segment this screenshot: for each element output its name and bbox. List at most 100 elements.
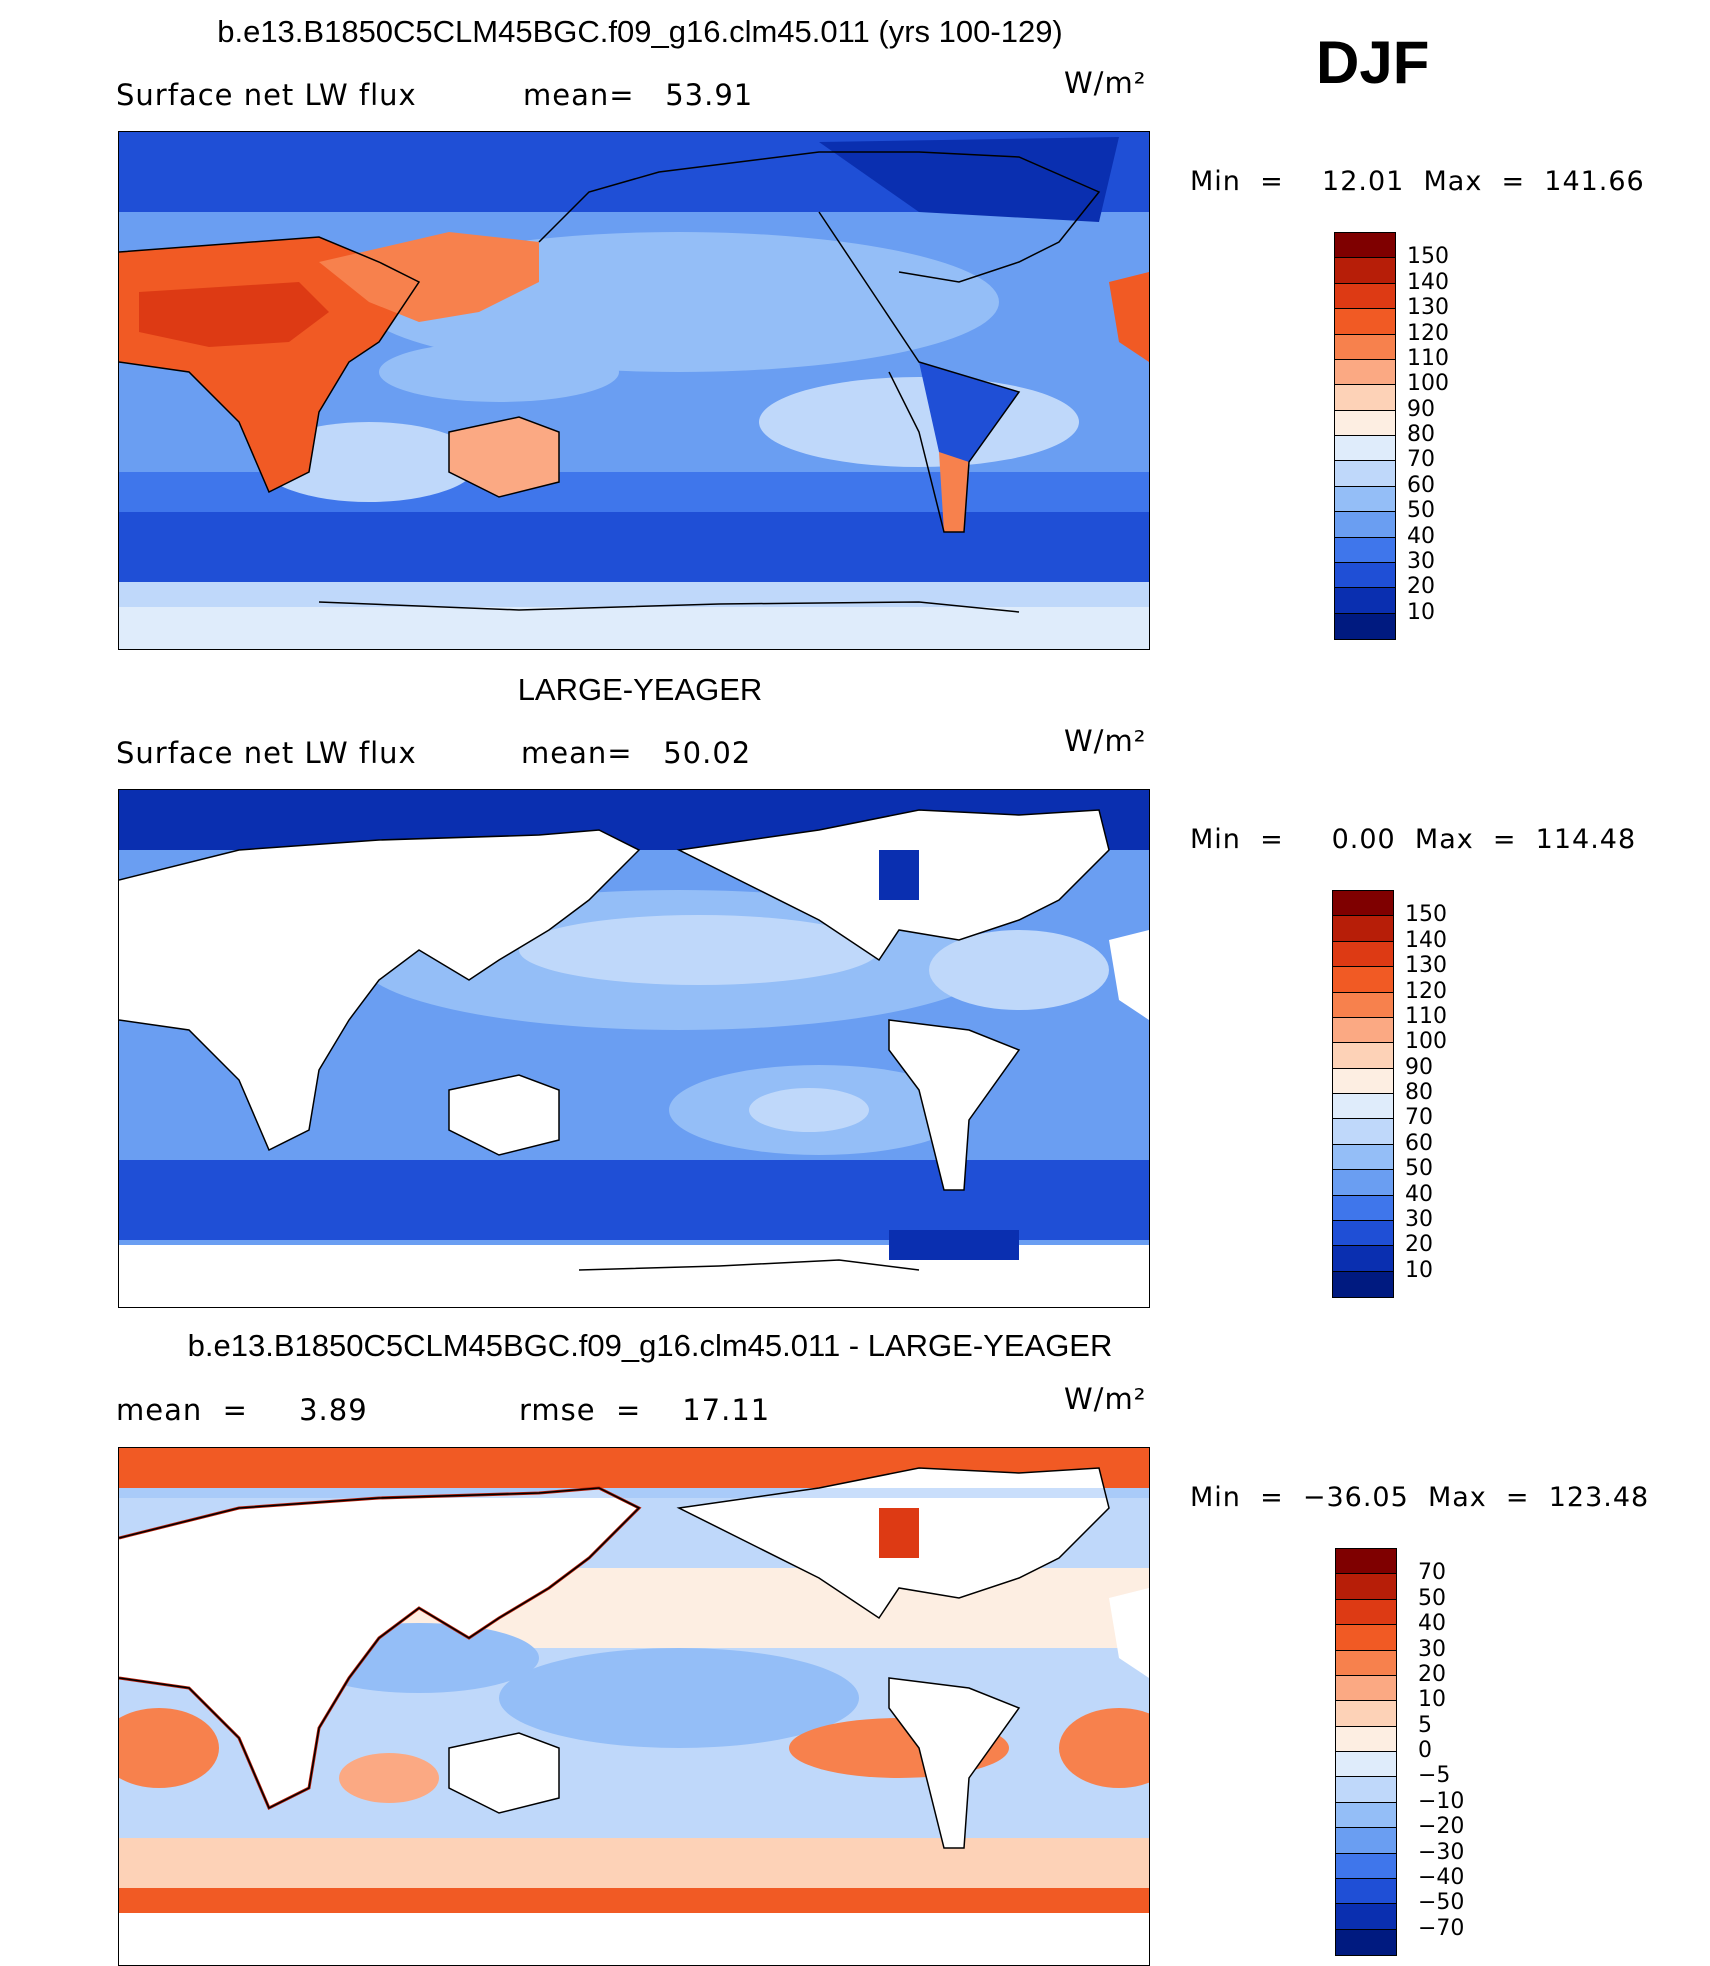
colorbar-tick-label: 80 [1407, 422, 1435, 447]
colorbar-swatch [1336, 1777, 1396, 1803]
panel-2-minmax: Min = 0.00 Max = 114.48 [1190, 824, 1637, 855]
colorbar-tick-label: 100 [1407, 371, 1449, 397]
panel-2-map [118, 789, 1150, 1308]
colorbar-tick-label: 40 [1407, 523, 1435, 549]
panel-1-colorbar [1334, 232, 1396, 640]
colorbar-swatch [1335, 359, 1395, 386]
colorbar-tick-label: 10 [1418, 1687, 1446, 1713]
colorbar-swatch [1336, 1574, 1396, 1600]
colorbar-swatch [1333, 1170, 1393, 1196]
panel-1-mean: mean= 53.91 [523, 78, 754, 112]
colorbar-swatch [1335, 410, 1395, 436]
colorbar-swatch [1335, 537, 1395, 563]
panel-1-title: b.e13.B1850C5CLM45BGC.f09_g16.clm45.011 … [217, 14, 1063, 49]
panel-3-colorbar [1335, 1548, 1397, 1956]
colorbar-tick-label: 90 [1407, 396, 1435, 422]
panel-2-variable: Surface net LW flux [116, 736, 417, 770]
colorbar-tick-label: 0 [1418, 1738, 1432, 1763]
panel-2-units: W/m² [1064, 724, 1147, 758]
panel-3-title: b.e13.B1850C5CLM45BGC.f09_g16.clm45.011 … [187, 1328, 1113, 1363]
colorbar-tick-label: 30 [1407, 548, 1435, 574]
colorbar-swatch [1333, 1246, 1393, 1272]
colorbar-tick-label: 90 [1405, 1054, 1433, 1080]
panel-1-colorbar-swatches [1335, 233, 1395, 639]
colorbar-swatch [1336, 1549, 1396, 1575]
colorbar-swatch [1335, 283, 1395, 310]
colorbar-swatch [1333, 1144, 1393, 1171]
panel-1-minmax: Min = 12.01 Max = 141.66 [1190, 166, 1645, 197]
colorbar-swatch [1336, 1599, 1396, 1626]
colorbar-swatch [1336, 1726, 1396, 1752]
colorbar-swatch [1336, 1929, 1396, 1955]
colorbar-tick-label: 5 [1418, 1712, 1432, 1738]
panel-3-units: W/m² [1064, 1382, 1147, 1416]
colorbar-swatch [1336, 1650, 1396, 1676]
colorbar-swatch [1333, 1220, 1393, 1247]
panel-2-colorbar-swatches [1333, 891, 1393, 1297]
colorbar-swatch [1333, 1119, 1393, 1145]
panel-1-map [118, 131, 1150, 650]
colorbar-tick-label: 140 [1407, 269, 1449, 295]
panel-3-mean: mean = 3.89 [116, 1393, 368, 1427]
colorbar-tick-label: 30 [1405, 1206, 1433, 1232]
colorbar-tick-label: 40 [1405, 1181, 1433, 1207]
colorbar-tick-label: −5 [1418, 1763, 1451, 1789]
colorbar-tick-label: 110 [1405, 1003, 1447, 1029]
season-label: DJF [1316, 29, 1430, 96]
panel-3-map [118, 1447, 1150, 1966]
colorbar-tick-label: 70 [1405, 1105, 1433, 1131]
colorbar-tick-label: 80 [1405, 1080, 1433, 1105]
colorbar-swatch [1335, 233, 1395, 259]
colorbar-tick-label: −10 [1418, 1788, 1465, 1814]
panel-3-minmax: Min = −36.05 Max = 123.48 [1190, 1482, 1650, 1513]
colorbar-swatch [1336, 1878, 1396, 1905]
colorbar-swatch [1335, 613, 1395, 639]
colorbar-tick-label: 30 [1418, 1636, 1446, 1662]
panel-3-colorbar-swatches [1336, 1549, 1396, 1955]
panel-2-title: LARGE-YEAGER [517, 672, 763, 707]
colorbar-tick-label: 10 [1407, 599, 1435, 625]
colorbar-tick-label: 40 [1418, 1611, 1446, 1637]
colorbar-swatch [1333, 1068, 1393, 1094]
colorbar-swatch [1333, 1043, 1393, 1069]
colorbar-swatch [1333, 1094, 1393, 1120]
panel-2-map-svg [119, 790, 1149, 1307]
colorbar-swatch [1333, 1195, 1393, 1221]
colorbar-tick-label: −20 [1418, 1814, 1465, 1840]
colorbar-swatch [1336, 1853, 1396, 1879]
colorbar-swatch [1333, 1017, 1393, 1044]
colorbar-swatch [1335, 436, 1395, 462]
colorbar-swatch [1335, 309, 1395, 335]
colorbar-swatch [1336, 1752, 1396, 1778]
colorbar-tick-label: 150 [1407, 244, 1449, 270]
colorbar-tick-label: 20 [1407, 574, 1435, 600]
colorbar-tick-label: 70 [1407, 447, 1435, 473]
colorbar-tick-label: 150 [1405, 902, 1447, 928]
colorbar-tick-label: 120 [1405, 978, 1447, 1004]
panel-2-colorbar [1332, 890, 1394, 1298]
colorbar-swatch [1335, 588, 1395, 614]
panel-3-map-svg [119, 1448, 1149, 1965]
colorbar-swatch [1333, 941, 1393, 968]
colorbar-swatch [1335, 461, 1395, 487]
colorbar-swatch [1336, 1802, 1396, 1829]
colorbar-swatch [1336, 1701, 1396, 1727]
colorbar-tick-label: 120 [1407, 320, 1449, 346]
colorbar-tick-label: 70 [1418, 1560, 1446, 1586]
colorbar-swatch [1335, 486, 1395, 513]
colorbar-tick-label: −70 [1418, 1915, 1465, 1941]
colorbar-tick-label: 130 [1407, 295, 1449, 321]
colorbar-tick-label: 130 [1405, 953, 1447, 979]
colorbar-swatch [1335, 512, 1395, 538]
colorbar-swatch [1336, 1904, 1396, 1930]
colorbar-swatch [1336, 1625, 1396, 1651]
colorbar-tick-label: 10 [1405, 1257, 1433, 1283]
colorbar-tick-label: 50 [1418, 1585, 1446, 1611]
colorbar-tick-label: 50 [1407, 498, 1435, 524]
colorbar-swatch [1333, 967, 1393, 993]
colorbar-tick-label: 20 [1405, 1232, 1433, 1258]
panel-1-map-svg [119, 132, 1149, 649]
panel-1-variable: Surface net LW flux [116, 78, 417, 112]
panel-3-rmse: rmse = 17.11 [519, 1393, 771, 1427]
colorbar-tick-label: −40 [1418, 1864, 1465, 1890]
